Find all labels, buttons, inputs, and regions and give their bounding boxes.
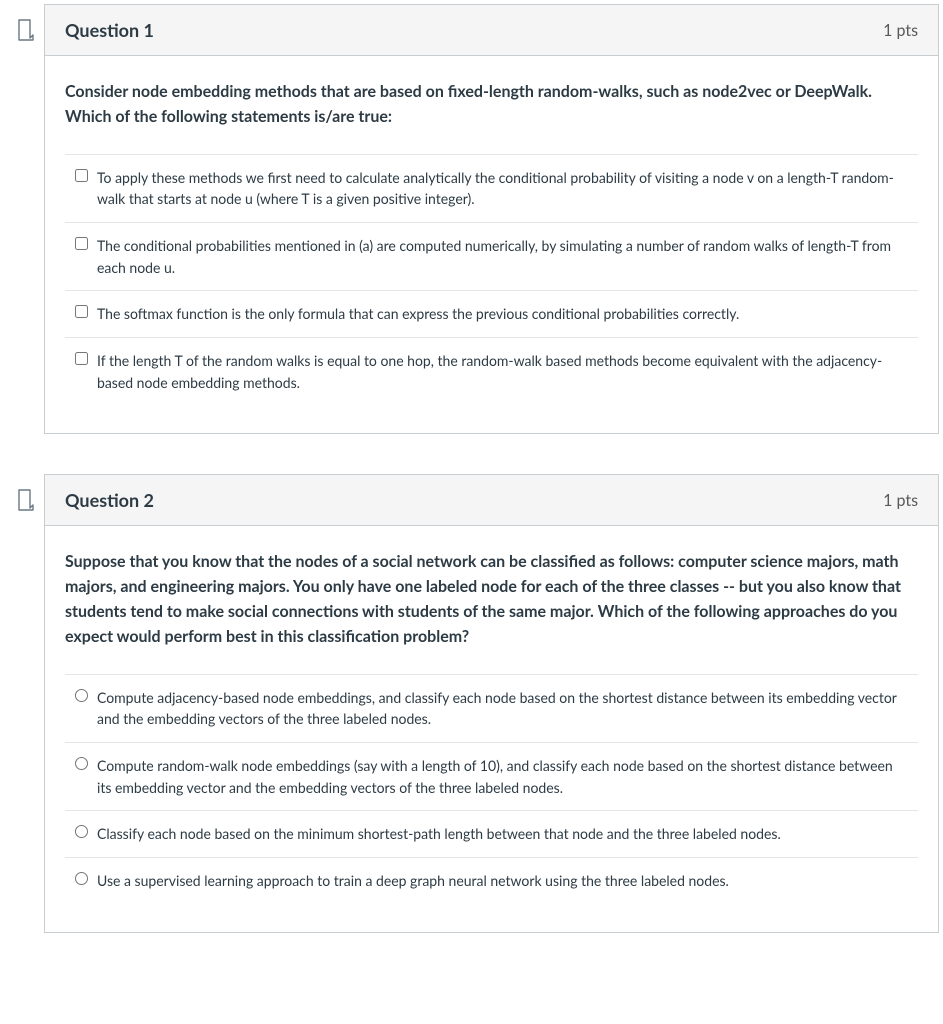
answer-radio-wrap — [69, 870, 93, 885]
answer-radio[interactable] — [75, 689, 88, 702]
question-points: 1 pts — [883, 21, 918, 40]
answer-text: Use a supervised learning approach to tr… — [93, 870, 910, 892]
answer-radio-wrap — [69, 755, 93, 770]
answer-list: To apply these methods we first need to … — [65, 154, 918, 406]
question-points: 1 pts — [883, 491, 918, 510]
answer-checkbox[interactable] — [75, 305, 88, 318]
answer-checkbox-wrap — [69, 167, 93, 182]
answer-row[interactable]: Classify each node based on the minimum … — [65, 811, 918, 858]
answer-list: Compute adjacency-based node embeddings,… — [65, 674, 918, 904]
answer-radio[interactable] — [75, 757, 88, 770]
answer-radio[interactable] — [75, 825, 88, 838]
bookmark-outline-icon — [16, 488, 36, 512]
question-body: Consider node embedding methods that are… — [45, 56, 938, 433]
spacer — [65, 405, 918, 425]
question-title: Question 1 — [65, 19, 154, 41]
answer-text: If the length T of the random walks is e… — [93, 350, 910, 393]
question-block: Question 2 1 pts Suppose that you know tha… — [4, 474, 939, 932]
answer-checkbox-wrap — [69, 303, 93, 318]
answer-text: Compute random-walk node embeddings (say… — [93, 755, 910, 798]
question-marker[interactable] — [4, 474, 44, 512]
question-prompt: Consider node embedding methods that are… — [65, 80, 918, 130]
question-prompt: Suppose that you know that the nodes of … — [65, 550, 918, 649]
answer-row[interactable]: Compute random-walk node embeddings (say… — [65, 743, 918, 811]
question-marker[interactable] — [4, 4, 44, 42]
answer-checkbox[interactable] — [75, 237, 88, 250]
answer-checkbox-wrap — [69, 350, 93, 365]
answer-row[interactable]: Use a supervised learning approach to tr… — [65, 858, 918, 904]
answer-text: Compute adjacency-based node embeddings,… — [93, 687, 910, 730]
answer-row[interactable]: The conditional probabilities mentioned … — [65, 223, 918, 291]
question-title: Question 2 — [65, 489, 154, 511]
question-header: Question 1 1 pts — [45, 5, 938, 56]
answer-text: The conditional probabilities mentioned … — [93, 235, 910, 278]
answer-text: The softmax function is the only formula… — [93, 303, 910, 325]
question-body: Suppose that you know that the nodes of … — [45, 526, 938, 931]
question-block: Question 1 1 pts Consider node embedding m… — [4, 4, 939, 434]
question-header: Question 2 1 pts — [45, 475, 938, 526]
answer-text: To apply these methods we first need to … — [93, 167, 910, 210]
answer-radio-wrap — [69, 687, 93, 702]
answer-radio[interactable] — [75, 872, 88, 885]
answer-row[interactable]: Compute adjacency-based node embeddings,… — [65, 675, 918, 743]
answer-checkbox-wrap — [69, 235, 93, 250]
bookmark-outline-icon — [16, 18, 36, 42]
answer-row[interactable]: The softmax function is the only formula… — [65, 291, 918, 338]
question-card: Question 2 1 pts Suppose that you know tha… — [44, 474, 939, 932]
answer-row[interactable]: To apply these methods we first need to … — [65, 155, 918, 223]
answer-radio-wrap — [69, 823, 93, 838]
spacer — [65, 904, 918, 924]
answer-row[interactable]: If the length T of the random walks is e… — [65, 338, 918, 405]
answer-text: Classify each node based on the minimum … — [93, 823, 910, 845]
question-card: Question 1 1 pts Consider node embedding m… — [44, 4, 939, 434]
answer-checkbox[interactable] — [75, 352, 88, 365]
answer-checkbox[interactable] — [75, 169, 88, 182]
